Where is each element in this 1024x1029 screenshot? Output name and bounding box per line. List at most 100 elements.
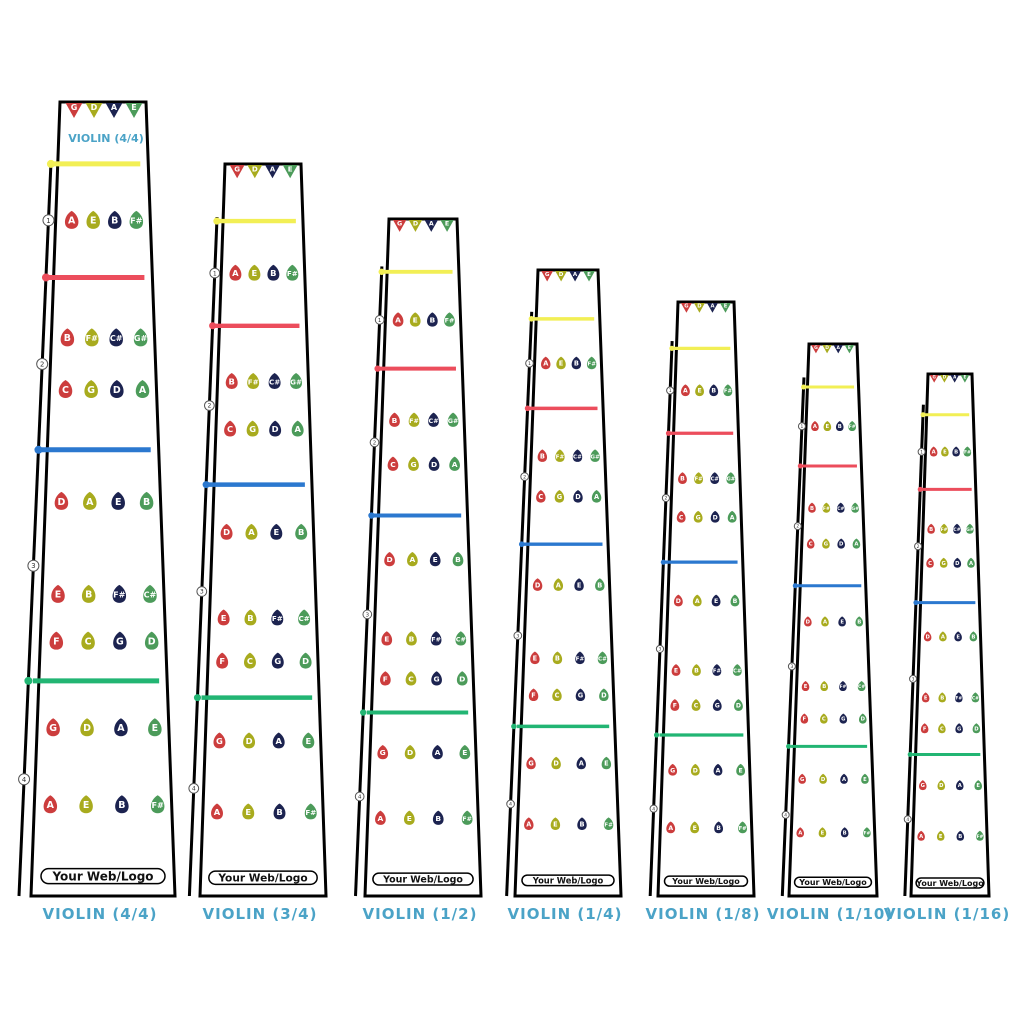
note-drop bbox=[150, 795, 165, 814]
note-label: D bbox=[693, 767, 698, 774]
note-drop bbox=[692, 664, 701, 676]
logo-text: Your Web/Logo bbox=[532, 875, 604, 885]
note-drop bbox=[956, 830, 965, 841]
finger-number-circle bbox=[354, 791, 365, 802]
open-string-triangle bbox=[833, 345, 843, 354]
note-drop bbox=[936, 830, 945, 841]
open-string-label: D bbox=[697, 304, 702, 310]
note-marker: A bbox=[432, 745, 443, 760]
note-drop bbox=[553, 578, 564, 591]
note-marker: E bbox=[111, 491, 125, 510]
note-drop bbox=[939, 557, 948, 568]
note-drop bbox=[835, 420, 844, 432]
note-label: E bbox=[939, 834, 943, 840]
note-marker: A bbox=[407, 552, 418, 567]
note-label: B bbox=[111, 216, 118, 227]
note-label: C bbox=[928, 561, 932, 567]
logo-badge: Your Web/Logo bbox=[663, 875, 749, 887]
note-drop bbox=[108, 210, 122, 229]
note-marker: D bbox=[144, 631, 159, 650]
inner-title: VIOLIN (4/4) bbox=[68, 132, 143, 145]
note-drop bbox=[456, 671, 468, 686]
finger-number: 4 bbox=[192, 786, 196, 793]
note-drop bbox=[269, 420, 282, 437]
open-string-label: G bbox=[933, 375, 937, 380]
note-marker: F# bbox=[555, 449, 565, 462]
logo-badge: Your Web/Logo bbox=[40, 867, 166, 885]
note-drop bbox=[692, 594, 702, 607]
note-drop bbox=[855, 616, 864, 627]
note-marker: A bbox=[852, 538, 861, 549]
note-marker: E bbox=[79, 795, 93, 814]
note-label: B bbox=[929, 527, 933, 533]
open-string-triangle bbox=[555, 271, 567, 282]
note-marker: G bbox=[693, 510, 703, 523]
note-label: A bbox=[823, 620, 828, 626]
open-string-marker: E bbox=[125, 103, 143, 118]
note-marker: E bbox=[550, 817, 561, 830]
note-marker: E bbox=[217, 609, 230, 626]
note-marker: D bbox=[384, 552, 395, 567]
note-drop bbox=[211, 803, 223, 820]
note-marker: F bbox=[920, 723, 929, 734]
note-drop bbox=[552, 688, 562, 702]
finger-number-marker: 4 bbox=[354, 791, 365, 802]
size-label: VIOLIN (1/10) bbox=[767, 905, 893, 923]
note-label: A bbox=[378, 814, 384, 823]
open-string-marker: A bbox=[706, 303, 718, 313]
note-drop bbox=[821, 616, 829, 627]
note-drop bbox=[573, 490, 583, 503]
size-label: VIOLIN (1/2) bbox=[363, 905, 478, 923]
note-marker: A bbox=[245, 523, 258, 540]
note-drop bbox=[552, 651, 563, 665]
open-string-triangle bbox=[844, 345, 855, 354]
note-label: E bbox=[693, 825, 697, 832]
note-label: F bbox=[673, 703, 677, 710]
note-label: A bbox=[86, 497, 94, 508]
note-drop bbox=[449, 456, 460, 471]
note-marker: D bbox=[532, 578, 543, 591]
note-marker: A bbox=[553, 578, 564, 591]
note-label: D bbox=[431, 460, 437, 469]
note-label: E bbox=[462, 748, 467, 757]
note-label: D bbox=[407, 748, 413, 757]
note-marker: D bbox=[404, 745, 416, 760]
logo-badge: Your Web/Logo bbox=[208, 870, 318, 886]
note-label: D bbox=[459, 674, 465, 683]
note-marker: A bbox=[811, 420, 819, 432]
note-drop bbox=[409, 312, 421, 327]
note-marker: D bbox=[734, 699, 743, 711]
note-marker: C bbox=[820, 713, 828, 724]
open-string-label: G bbox=[234, 164, 240, 173]
note-drop bbox=[384, 552, 395, 567]
note-label: B bbox=[838, 424, 842, 430]
note-marker: D bbox=[804, 616, 812, 627]
note-label: B bbox=[810, 506, 814, 512]
note-label: B bbox=[298, 527, 304, 537]
note-marker: D bbox=[573, 490, 583, 503]
note-drop bbox=[550, 817, 561, 830]
note-marker: F bbox=[528, 688, 539, 702]
note-label: B bbox=[680, 476, 685, 483]
note-marker: B bbox=[730, 594, 740, 607]
note-marker: F# bbox=[848, 420, 856, 432]
note-label: A bbox=[730, 514, 735, 521]
note-label: B bbox=[716, 825, 721, 832]
fingerboard-violin-1-2: G D A E 1 2 3 4 A E B F# B F# C# G# C G D A D A E B E B F# C# F C G D G D… bbox=[354, 217, 483, 923]
note-drop bbox=[857, 680, 866, 692]
tape-dot bbox=[24, 676, 33, 685]
note-marker: D bbox=[690, 763, 700, 776]
note-marker: G bbox=[46, 718, 60, 737]
note-label: E bbox=[863, 777, 867, 783]
note-drop bbox=[267, 264, 280, 281]
note-marker: A bbox=[43, 795, 58, 814]
note-marker: B bbox=[956, 830, 965, 841]
note-label: E bbox=[273, 527, 279, 537]
note-marker: F# bbox=[286, 264, 299, 281]
note-label: E bbox=[804, 684, 808, 690]
note-drop bbox=[939, 631, 947, 642]
note-label: G bbox=[216, 736, 223, 746]
finger-number-marker: 4 bbox=[649, 804, 658, 813]
note-drop bbox=[838, 616, 846, 627]
finger-number-circle bbox=[666, 386, 675, 395]
